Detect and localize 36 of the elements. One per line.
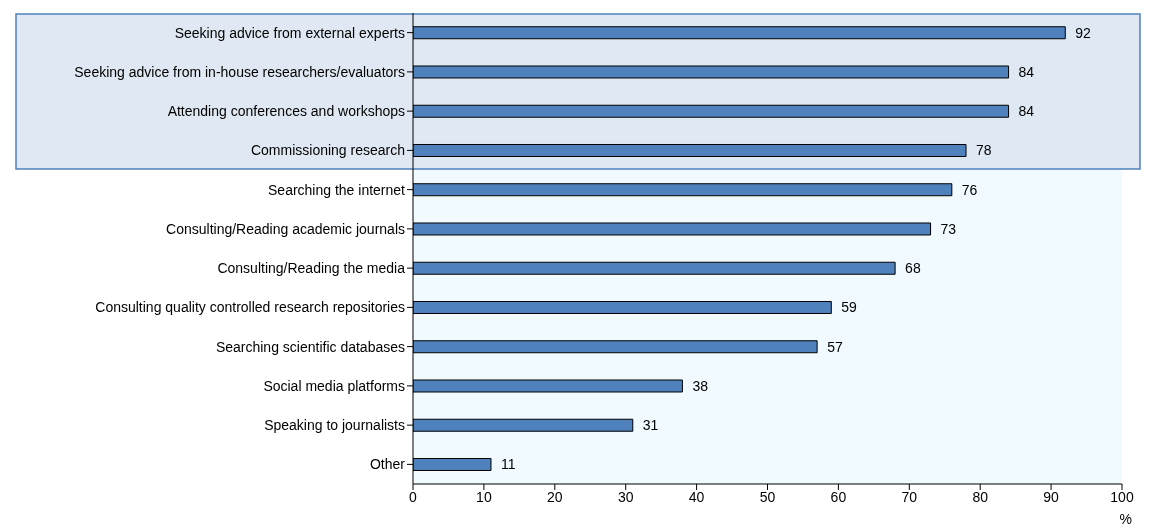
x-tick-label: 0 [409,488,418,505]
x-tick-label: 70 [901,488,918,505]
x-tick-label: 30 [617,488,634,505]
x-tick-label: 40 [688,488,705,505]
data-label: 68 [905,260,921,277]
y-tick-label: Other [369,456,406,473]
y-tick-label: Searching scientific databases [215,338,405,355]
data-label: 76 [961,181,978,198]
y-tick-label: Consulting quality controlled research repositories [95,299,405,316]
data-label: 31 [642,417,659,434]
x-axis-title: % [1119,511,1132,527]
data-label: 78 [976,142,992,159]
x-tick-label: 60 [830,488,847,505]
data-label: 73 [940,220,957,237]
y-tick-label: Consulting/Reading academic journals [166,220,405,237]
x-tick-label: 50 [759,488,776,505]
x-tick-label: 80 [972,488,989,505]
y-tick-label: Seeking advice from in-house researchers/evaluators [74,63,405,80]
y-tick-label: Seeking advice from external experts [174,24,405,41]
y-tick-label: Speaking to journalists [264,417,405,434]
y-tick-label: Commissioning research [250,142,405,159]
data-label: 38 [692,377,709,394]
y-tick-label: Consulting/Reading the media [217,260,406,277]
x-tick-label: 20 [547,488,563,505]
data-label: 57 [827,338,843,355]
x-tick-label: 90 [1043,488,1060,505]
data-label: 84 [1018,103,1035,120]
x-tick-label: 100 [1110,488,1134,505]
data-label: 59 [841,299,858,316]
y-tick-label: Searching the internet [268,181,406,198]
x-tick-label: 10 [476,488,492,505]
y-tick-label: Social media platforms [263,377,405,394]
data-label: 92 [1075,24,1092,41]
data-label: 11 [500,456,516,473]
data-label: 84 [1018,63,1035,80]
y-tick-label: Attending conferences and workshops [167,103,405,120]
